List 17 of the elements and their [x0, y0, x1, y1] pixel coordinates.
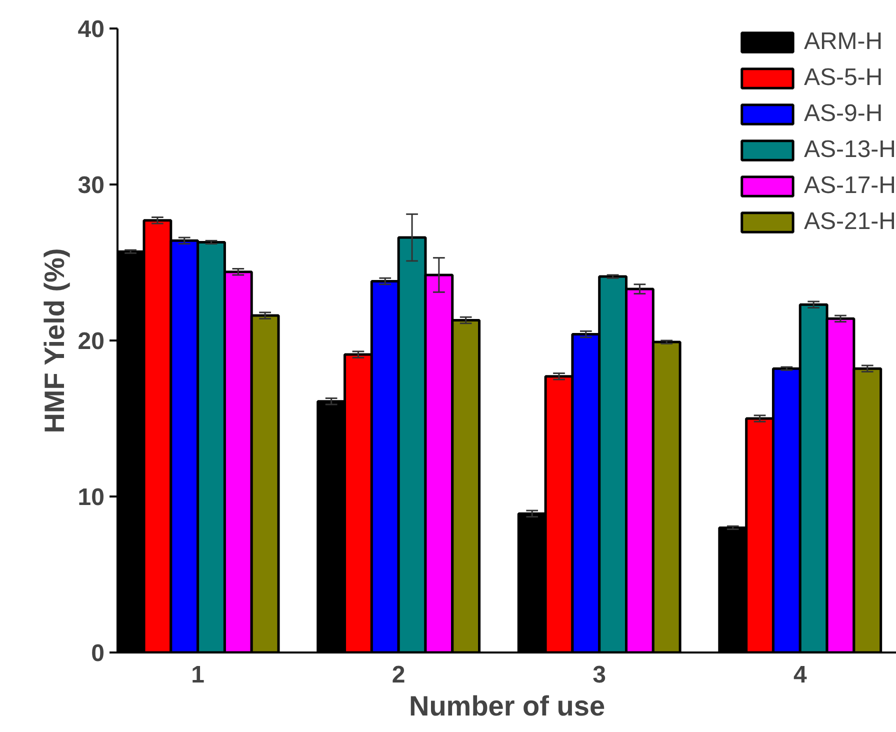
x-tick-label: 3: [592, 662, 606, 688]
x-tick-label: 4: [793, 662, 808, 688]
y-tick-label: 40: [78, 16, 105, 43]
legend-label: AS-21-H: [804, 208, 896, 236]
x-axis-title: Number of use: [408, 690, 606, 722]
y-tick-label: 10: [78, 484, 105, 511]
y-axis-title: HMF Yield (%): [38, 248, 70, 434]
y-tick-label: 30: [78, 172, 105, 199]
x-tick-label: 1: [191, 662, 204, 688]
y-tick-label: 0: [91, 640, 105, 667]
legend-label: AS-9-H: [804, 100, 883, 128]
legend-label: AS-13-H: [804, 136, 896, 164]
y-tick-label: 20: [78, 328, 105, 355]
x-tick-label: 2: [392, 662, 406, 688]
legend-label: AS-17-H: [804, 172, 896, 200]
legend-label: ARM-H: [804, 28, 883, 56]
legend-label: AS-5-H: [804, 64, 883, 92]
